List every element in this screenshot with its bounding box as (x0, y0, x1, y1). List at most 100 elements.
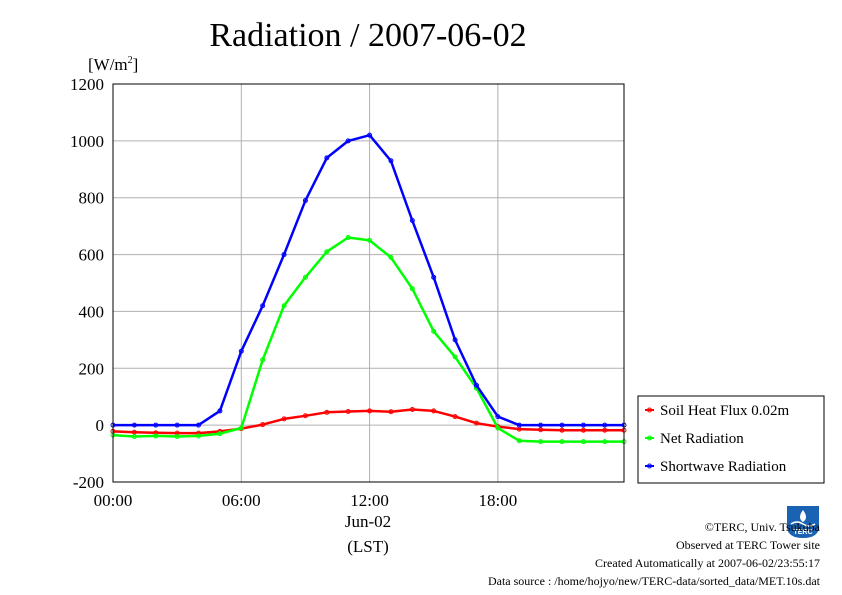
legend-marker (647, 435, 652, 441)
legend-box (637, 395, 825, 484)
data-point (431, 408, 437, 414)
legend-entry-label: Net Radiation (660, 431, 744, 447)
data-point (302, 413, 308, 419)
y-ticks: -200 0 200 400 600 800 1000 1200 (70, 75, 104, 492)
data-point (559, 422, 565, 428)
y-tick-label: 0 (96, 416, 105, 435)
data-point (559, 427, 565, 433)
data-point (324, 249, 330, 255)
series-lines (110, 132, 627, 445)
terc-logo: TERC (787, 506, 819, 538)
legend: Soil Heat Flux 0.02m Net Radiation Shortwa… (637, 395, 825, 484)
data-point (153, 433, 159, 439)
footer-copyright: ©TERC, Univ. Tsukuba (704, 520, 820, 534)
y-axis-label-sup: 2 (128, 55, 133, 66)
legend-entry-label: Shortwave Radiation (660, 459, 787, 475)
data-point (174, 422, 180, 428)
data-point (281, 252, 287, 258)
data-point (260, 303, 266, 309)
y-tick-label: 1000 (70, 132, 104, 151)
data-point (580, 439, 586, 445)
data-point (238, 425, 244, 431)
data-point (473, 382, 479, 388)
data-point (324, 155, 330, 161)
data-point (580, 427, 586, 433)
data-point (345, 408, 351, 414)
y-axis-label-prefix: [W/m (88, 55, 128, 74)
y-axis-label: [W/m2] (88, 55, 138, 74)
plot-frame (112, 83, 625, 483)
data-point (388, 158, 394, 164)
y-tick-label: 1200 (70, 75, 104, 94)
data-point (217, 408, 223, 414)
data-point (452, 414, 458, 420)
data-point (388, 409, 394, 415)
data-point (409, 217, 415, 223)
x-tick-label: 06:00 (222, 491, 261, 510)
legend-marker (647, 407, 652, 413)
legend-entry-label: Soil Heat Flux 0.02m (660, 403, 790, 419)
y-tick-label: 400 (79, 302, 105, 321)
data-point (559, 439, 565, 445)
logo-text: TERC (793, 529, 812, 536)
footer-source: Data source : /home/hojyo/new/TERC-data/… (487, 574, 820, 588)
footer-observed: Observed at TERC Tower site (675, 538, 820, 552)
data-point (409, 286, 415, 292)
data-point (431, 328, 437, 334)
y-tick-label: -200 (73, 473, 104, 492)
data-point (409, 407, 415, 413)
data-point (131, 422, 137, 428)
data-point (281, 303, 287, 309)
chart-title: Radiation / 2007-06-02 (209, 17, 526, 54)
data-point (538, 427, 544, 433)
data-point (538, 439, 544, 445)
data-point (516, 422, 522, 428)
legend-marker (647, 463, 652, 469)
series-line-0 (112, 408, 624, 435)
data-point (367, 132, 373, 138)
grid (113, 84, 624, 482)
data-point (217, 431, 223, 437)
data-point (602, 422, 608, 428)
data-point (302, 274, 308, 280)
x-tick-label: 18:00 (478, 491, 517, 510)
x-ticks: 00:00 06:00 12:00 18:00 (94, 491, 518, 510)
x-axis-units-label: (LST) (347, 537, 389, 556)
x-tick-label: 12:00 (350, 491, 389, 510)
x-axis-date-label: Jun-02 (345, 512, 391, 531)
y-tick-label: 600 (79, 246, 105, 265)
x-tick-label: 00:00 (94, 491, 133, 510)
y-axis-label-suffix: ] (133, 55, 139, 74)
data-point (431, 274, 437, 280)
data-point (580, 422, 586, 428)
data-point (388, 254, 394, 260)
y-tick-label: 200 (79, 359, 105, 378)
data-point (495, 414, 501, 420)
data-point (345, 235, 351, 241)
data-point (131, 434, 137, 440)
series-line-2 (113, 133, 624, 427)
data-point (452, 337, 458, 343)
data-point (196, 422, 202, 428)
data-point (516, 438, 522, 444)
data-point (367, 408, 373, 414)
data-point (260, 357, 266, 363)
data-point (538, 422, 544, 428)
data-point (473, 420, 479, 426)
data-point (174, 434, 180, 440)
data-point (495, 425, 501, 431)
data-point (196, 433, 202, 439)
footer-created: Created Automatically at 2007-06-02/23:5… (595, 556, 820, 570)
data-point (302, 198, 308, 204)
data-point (602, 427, 608, 433)
data-point (345, 138, 351, 144)
data-point (452, 354, 458, 360)
data-point (602, 439, 608, 445)
data-point (324, 409, 330, 415)
data-point (260, 422, 266, 428)
data-point (174, 430, 180, 436)
y-tick-label: 800 (79, 189, 105, 208)
data-point (281, 416, 287, 422)
data-point (367, 237, 373, 243)
